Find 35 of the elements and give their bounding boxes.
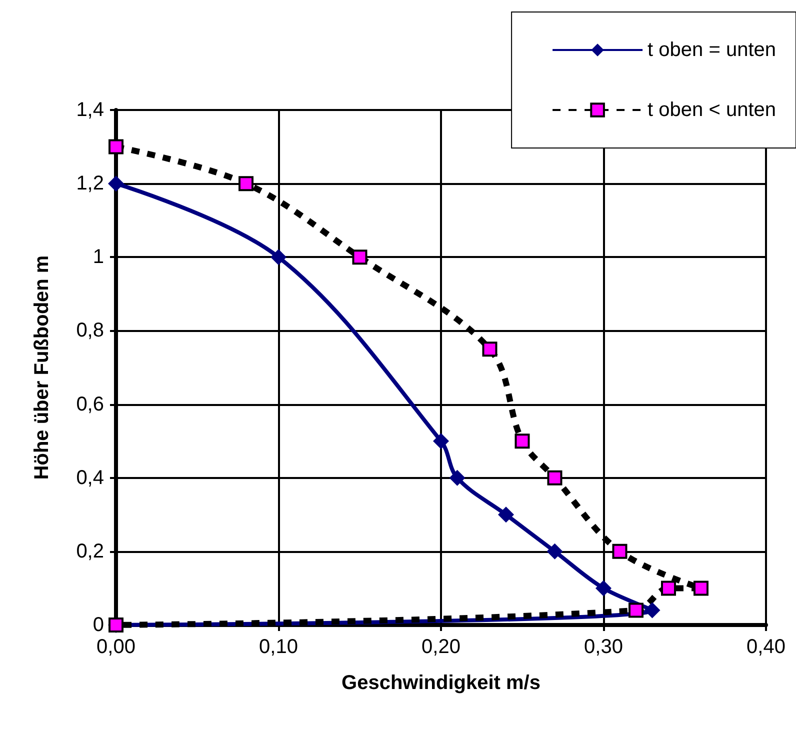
point — [596, 580, 612, 596]
x-axis-title: Geschwindigkeit m/s — [342, 672, 540, 694]
point — [546, 543, 563, 560]
point — [238, 176, 254, 192]
x-tick-label: 0,10 — [259, 636, 298, 658]
point — [661, 580, 676, 596]
point — [694, 580, 708, 596]
point — [644, 602, 660, 618]
x-tick-label: 0,00 — [96, 636, 136, 658]
point — [108, 176, 124, 192]
point — [498, 506, 514, 523]
legend-label: t oben = unten — [648, 39, 776, 61]
legend-label: t oben < unten — [648, 99, 776, 121]
point — [352, 250, 368, 265]
x-tick-label: 0,20 — [422, 636, 460, 658]
x-tick-label: 0,40 — [746, 636, 786, 658]
point — [547, 470, 562, 486]
point — [270, 249, 286, 266]
y-tick-label: 0,8 — [76, 320, 104, 342]
y-tick-label: 0,2 — [76, 540, 104, 562]
y-tick-label: 0,6 — [76, 393, 104, 416]
y-tick-label: 1,2 — [76, 172, 104, 195]
point — [482, 342, 498, 357]
y-tick-label: 1,4 — [76, 99, 104, 121]
y-tick-label: 0 — [92, 614, 104, 636]
point — [108, 139, 124, 154]
point — [628, 602, 644, 618]
point — [514, 434, 530, 449]
point — [612, 544, 628, 559]
y-tick-label: 0,4 — [76, 466, 104, 489]
point — [433, 433, 449, 450]
x-tick-label: 0,30 — [584, 636, 623, 658]
y-axis-title: Höhe über Fußboden m — [31, 255, 53, 480]
point — [449, 470, 466, 486]
y-tick-label: 1 — [92, 246, 104, 268]
